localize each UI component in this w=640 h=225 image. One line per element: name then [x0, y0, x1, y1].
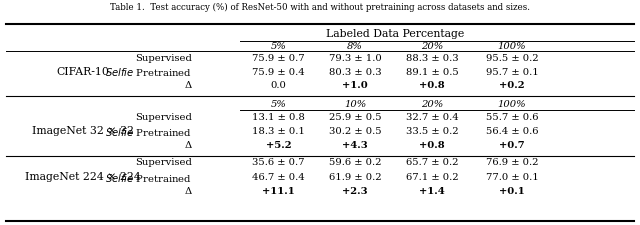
- Text: ImageNet 32 × 32: ImageNet 32 × 32: [32, 126, 134, 136]
- Text: 5%: 5%: [271, 42, 286, 51]
- Text: 59.6 ± 0.2: 59.6 ± 0.2: [329, 158, 381, 167]
- Text: Δ: Δ: [185, 81, 192, 90]
- Text: 5%: 5%: [271, 100, 286, 109]
- Text: 89.1 ± 0.5: 89.1 ± 0.5: [406, 68, 458, 77]
- Text: 46.7 ± 0.4: 46.7 ± 0.4: [252, 173, 305, 182]
- Text: 95.5 ± 0.2: 95.5 ± 0.2: [486, 54, 538, 63]
- Text: +1.0: +1.0: [342, 81, 368, 90]
- Text: 10%: 10%: [344, 100, 366, 109]
- Text: 55.7 ± 0.6: 55.7 ± 0.6: [486, 113, 538, 122]
- Text: 76.9 ± 0.2: 76.9 ± 0.2: [486, 158, 538, 167]
- Text: ImageNet 224 × 224: ImageNet 224 × 224: [26, 172, 141, 182]
- Text: 77.0 ± 0.1: 77.0 ± 0.1: [486, 173, 538, 182]
- Text: 25.9 ± 0.5: 25.9 ± 0.5: [329, 113, 381, 122]
- Text: 35.6 ± 0.7: 35.6 ± 0.7: [252, 158, 305, 167]
- Text: 20%: 20%: [421, 100, 443, 109]
- Text: 75.9 ± 0.7: 75.9 ± 0.7: [252, 54, 305, 63]
- Text: +0.8: +0.8: [419, 81, 445, 90]
- Text: $\it{Selfie}$ Pretrained: $\it{Selfie}$ Pretrained: [105, 126, 192, 138]
- Text: +0.1: +0.1: [499, 187, 525, 196]
- Text: $\it{Selfie}$ Pretrained: $\it{Selfie}$ Pretrained: [105, 172, 192, 184]
- Text: $\it{Selfie}$ Pretrained: $\it{Selfie}$ Pretrained: [105, 66, 192, 79]
- Text: 88.3 ± 0.3: 88.3 ± 0.3: [406, 54, 458, 63]
- Text: 80.3 ± 0.3: 80.3 ± 0.3: [329, 68, 381, 77]
- Text: 32.7 ± 0.4: 32.7 ± 0.4: [406, 113, 458, 122]
- Text: 30.2 ± 0.5: 30.2 ± 0.5: [329, 127, 381, 136]
- Text: 67.1 ± 0.2: 67.1 ± 0.2: [406, 173, 458, 182]
- Text: +5.2: +5.2: [266, 141, 291, 150]
- Text: +2.3: +2.3: [342, 187, 368, 196]
- Text: 100%: 100%: [498, 100, 526, 109]
- Text: 95.7 ± 0.1: 95.7 ± 0.1: [486, 68, 538, 77]
- Text: 100%: 100%: [498, 42, 526, 51]
- Text: +1.4: +1.4: [419, 187, 445, 196]
- Text: +0.7: +0.7: [499, 141, 525, 150]
- Text: +11.1: +11.1: [262, 187, 295, 196]
- Text: Labeled Data Percentage: Labeled Data Percentage: [326, 29, 465, 39]
- Text: CIFAR-10: CIFAR-10: [57, 67, 109, 77]
- Text: 75.9 ± 0.4: 75.9 ± 0.4: [252, 68, 305, 77]
- Text: Supervised: Supervised: [135, 113, 192, 122]
- Text: 0.0: 0.0: [271, 81, 286, 90]
- Text: 20%: 20%: [421, 42, 443, 51]
- Text: +4.3: +4.3: [342, 141, 368, 150]
- Text: Table 1.  Test accuracy (%) of ResNet-50 with and without pretraining across dat: Table 1. Test accuracy (%) of ResNet-50 …: [110, 3, 530, 13]
- Text: 33.5 ± 0.2: 33.5 ± 0.2: [406, 127, 458, 136]
- Text: 13.1 ± 0.8: 13.1 ± 0.8: [252, 113, 305, 122]
- Text: 56.4 ± 0.6: 56.4 ± 0.6: [486, 127, 538, 136]
- Text: +0.2: +0.2: [499, 81, 525, 90]
- Text: 61.9 ± 0.2: 61.9 ± 0.2: [329, 173, 381, 182]
- Text: 65.7 ± 0.2: 65.7 ± 0.2: [406, 158, 458, 167]
- Text: 79.3 ± 1.0: 79.3 ± 1.0: [329, 54, 381, 63]
- Text: Δ: Δ: [185, 187, 192, 196]
- Text: 18.3 ± 0.1: 18.3 ± 0.1: [252, 127, 305, 136]
- Text: Supervised: Supervised: [135, 158, 192, 167]
- Text: +0.8: +0.8: [419, 141, 445, 150]
- Text: 8%: 8%: [348, 42, 363, 51]
- Text: Δ: Δ: [185, 141, 192, 150]
- Text: Supervised: Supervised: [135, 54, 192, 63]
